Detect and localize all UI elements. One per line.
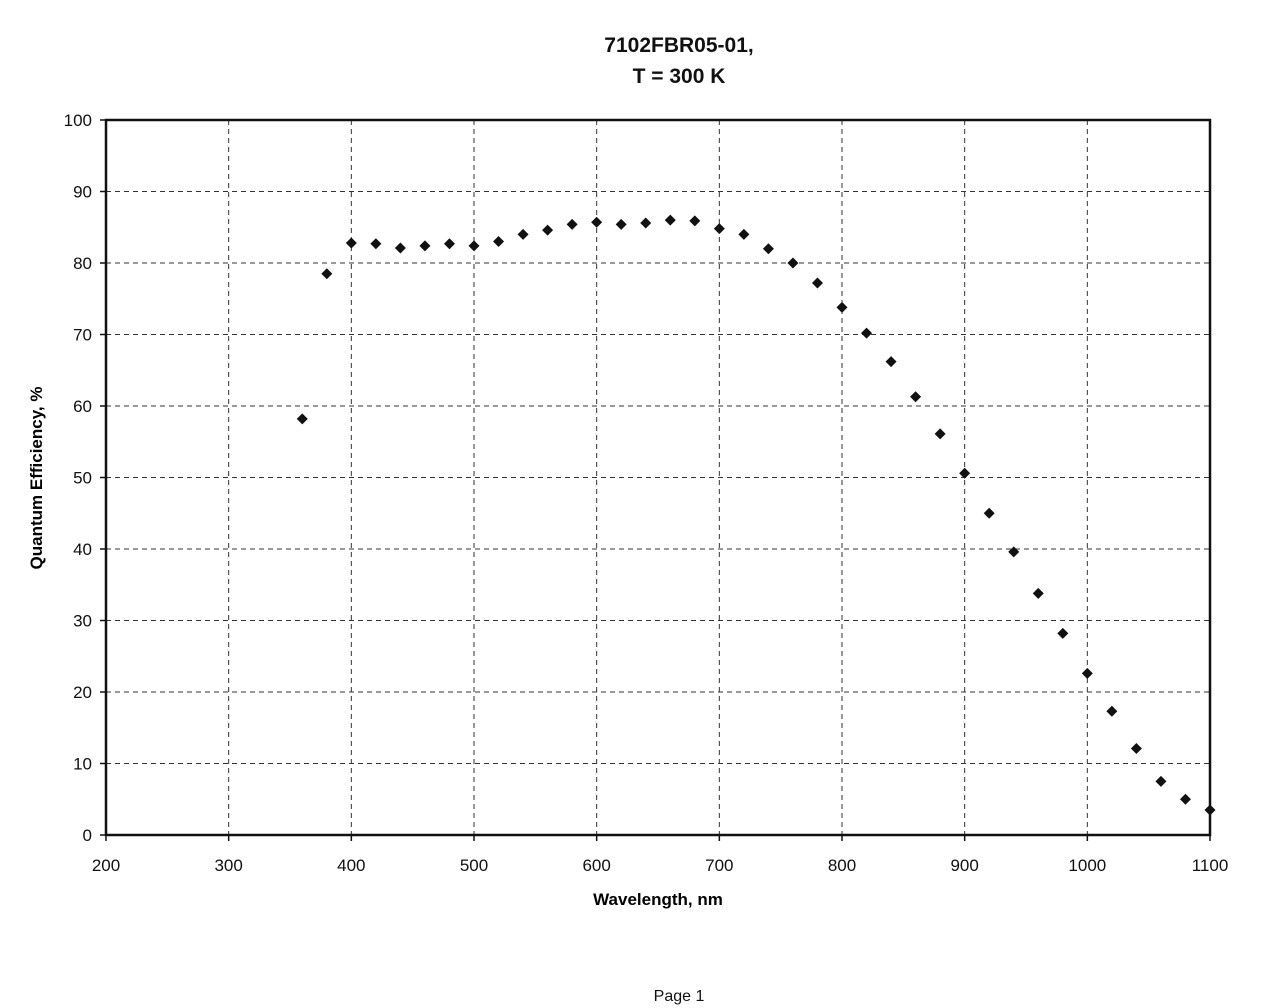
chart-title-line-1: 7102FBR05-01, [604, 34, 754, 57]
data-point-marker [934, 428, 946, 440]
y-tick-label: 80 [73, 254, 92, 273]
data-point-marker [345, 237, 357, 249]
data-point-marker [738, 228, 750, 240]
data-point-marker [1106, 705, 1118, 717]
data-point-marker [885, 356, 897, 368]
data-point-marker [689, 215, 701, 227]
y-tick-label: 20 [73, 683, 92, 702]
y-tick-label: 100 [64, 111, 92, 130]
data-point-marker [1057, 627, 1069, 639]
data-point-marker [542, 224, 554, 236]
data-point-marker [811, 277, 823, 289]
data-point-marker [762, 243, 774, 255]
x-tick-label: 900 [950, 856, 978, 875]
data-point-marker [615, 218, 627, 230]
data-points [296, 214, 1216, 816]
axis-ticks: 200 300 400 500 600 700 800 900 1000 1100 0 10 20 30 4… [64, 111, 1229, 875]
x-axis-label: Wavelength, nm [593, 890, 723, 909]
x-tick-label: 600 [582, 856, 610, 875]
data-point-marker [787, 257, 799, 269]
data-point-marker [468, 240, 480, 252]
x-tick-label: 1000 [1068, 856, 1106, 875]
data-point-marker [1130, 742, 1142, 754]
y-tick-label: 10 [73, 755, 92, 774]
data-point-marker [443, 238, 455, 250]
data-point-marker [959, 467, 971, 479]
data-point-marker [983, 507, 995, 519]
data-point-marker [591, 216, 603, 228]
data-point-marker [517, 228, 529, 240]
data-point-marker [1179, 793, 1191, 805]
x-tick-label: 200 [92, 856, 120, 875]
data-point-marker [566, 218, 578, 230]
x-tick-label: 700 [705, 856, 733, 875]
data-point-marker [394, 242, 406, 254]
grid-lines [106, 120, 1210, 835]
data-point-marker [370, 238, 382, 250]
data-point-marker [836, 301, 848, 313]
x-tick-label: 1100 [1192, 856, 1229, 875]
y-tick-label: 40 [73, 540, 92, 559]
data-point-marker [1008, 546, 1020, 558]
data-point-marker [1155, 775, 1167, 787]
data-point-marker [664, 214, 676, 226]
page-footer: Page 1 [653, 988, 705, 1005]
data-point-marker [1081, 667, 1093, 679]
data-point-marker [419, 240, 431, 252]
data-point-marker [861, 327, 873, 339]
x-tick-label: 800 [828, 856, 856, 875]
y-tick-label: 0 [83, 826, 92, 845]
chart-title-line-2: T = 300 K [632, 65, 726, 88]
data-point-marker [493, 236, 505, 248]
x-tick-label: 400 [337, 856, 365, 875]
data-point-marker [640, 217, 652, 229]
y-tick-label: 60 [73, 397, 92, 416]
x-tick-label: 500 [460, 856, 488, 875]
y-tick-label: 70 [73, 326, 92, 345]
y-tick-label: 50 [73, 469, 92, 488]
data-point-marker [1032, 587, 1044, 599]
data-point-marker [1204, 804, 1216, 816]
data-point-marker [321, 268, 333, 280]
x-tick-label: 300 [214, 856, 242, 875]
y-tick-label: 30 [73, 612, 92, 631]
data-point-marker [296, 413, 308, 425]
y-tick-label: 90 [73, 183, 92, 202]
data-point-marker [910, 391, 922, 403]
y-axis-label: Quantum Efficiency, % [27, 387, 46, 570]
data-point-marker [713, 223, 725, 235]
